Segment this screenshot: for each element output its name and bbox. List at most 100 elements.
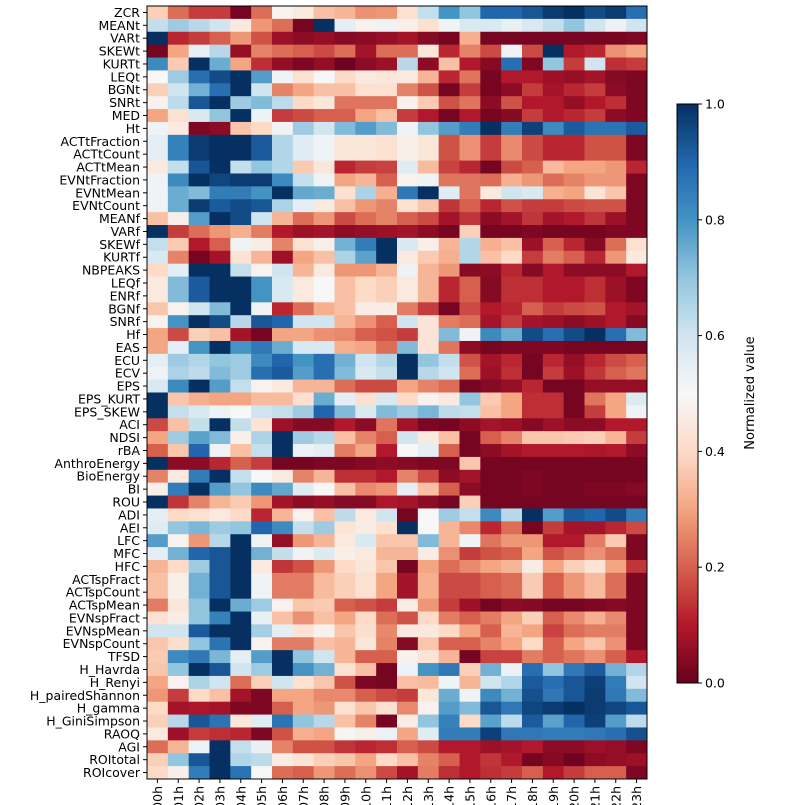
heatmap-cell (251, 611, 273, 625)
heatmap-cell (480, 18, 502, 33)
heatmap-cell (230, 663, 252, 677)
heatmap-cell (376, 482, 398, 497)
heatmap-cell (230, 547, 252, 561)
heatmap-cell (542, 598, 565, 613)
heatmap-cell (501, 340, 523, 355)
heatmap-cell (459, 766, 481, 780)
heatmap-cell (522, 559, 544, 574)
heatmap-cell (605, 289, 627, 303)
heatmap-cell (397, 96, 419, 110)
row-label: H_GiniSimpson (46, 714, 140, 729)
heatmap-cell (417, 6, 440, 20)
heatmap-cell (313, 96, 335, 110)
row-label: EVNspCount (63, 636, 140, 651)
heatmap-cell (376, 431, 398, 445)
heatmap-cell (209, 237, 231, 252)
heatmap-cell (438, 418, 460, 432)
heatmap-cell (313, 753, 335, 767)
heatmap-cell (438, 431, 460, 445)
heatmap-cell (292, 173, 315, 187)
heatmap-cell (334, 237, 356, 252)
column-label: 14h (442, 786, 457, 805)
heatmap-cell (417, 225, 440, 239)
heatmap-cell (272, 405, 294, 419)
heatmap-cell (209, 173, 231, 187)
heatmap-cell (584, 250, 606, 265)
heatmap-cell (313, 585, 335, 600)
heatmap-cell (480, 212, 502, 226)
heatmap-cell (147, 753, 169, 767)
heatmap-cell (438, 482, 460, 497)
column-label: 23h (629, 786, 644, 805)
heatmap-cell (292, 366, 315, 381)
heatmap-cell (167, 6, 190, 20)
row-label: ACTtCount (73, 147, 140, 162)
heatmap-cell (251, 675, 273, 690)
heatmap-cell (167, 456, 190, 471)
heatmap-cell (584, 547, 606, 561)
heatmap-cell (376, 353, 398, 368)
heatmap-cell (188, 276, 210, 290)
heatmap-cell (376, 225, 398, 239)
heatmap-cell (355, 766, 377, 780)
heatmap-cell (313, 302, 335, 316)
heatmap-cell (501, 96, 523, 110)
heatmap-cell (584, 392, 606, 406)
heatmap-cell (251, 650, 273, 664)
heatmap-cell (501, 572, 523, 587)
row-label: HFC (115, 559, 141, 574)
heatmap-cell (167, 675, 190, 690)
heatmap-cell (313, 444, 335, 458)
heatmap-cell (397, 701, 419, 716)
heatmap-cell (417, 379, 440, 393)
heatmap-cell (522, 263, 544, 278)
heatmap-cell (355, 521, 377, 535)
heatmap-cell (563, 675, 585, 690)
heatmap-cell (355, 147, 377, 162)
heatmap-cell (584, 521, 606, 535)
heatmap-cell (272, 315, 294, 329)
heatmap-cell (313, 186, 335, 200)
heatmap-cell (542, 418, 565, 432)
heatmap-cell (334, 134, 356, 149)
heatmap-cell (626, 495, 648, 509)
heatmap-cell (292, 688, 315, 703)
heatmap-cell (251, 456, 273, 471)
heatmap-cell (334, 353, 356, 368)
heatmap-cell (313, 250, 335, 265)
heatmap-cell (438, 302, 460, 316)
heatmap-cell (272, 431, 294, 445)
heatmap-cell (292, 495, 315, 509)
column-label: 21h (587, 786, 602, 805)
heatmap-cell (605, 134, 627, 149)
heatmap-cell (376, 302, 398, 316)
heatmap-cell (563, 289, 585, 303)
heatmap-cell (230, 160, 252, 174)
heatmap-cell (438, 456, 460, 471)
heatmap-cell (563, 714, 585, 728)
colorbar-tick-label: 0.8 (705, 212, 725, 227)
heatmap-cell (459, 31, 481, 46)
heatmap-cell (230, 431, 252, 445)
heatmap-cell (251, 315, 273, 329)
heatmap-cell (376, 392, 398, 406)
heatmap-cell (522, 96, 544, 110)
heatmap-cell (355, 392, 377, 406)
heatmap-cell (376, 250, 398, 265)
heatmap-cell (313, 70, 335, 84)
heatmap-cell (334, 624, 356, 638)
row-label: BGNf (108, 301, 140, 316)
heatmap-cell (438, 379, 460, 393)
heatmap-cell (167, 379, 190, 393)
heatmap-cell (376, 663, 398, 677)
heatmap-cell (209, 418, 231, 432)
heatmap-cell (355, 70, 377, 84)
heatmap-cell (563, 482, 585, 497)
heatmap-cell (605, 559, 627, 574)
column-label: 15h (462, 786, 477, 805)
heatmap-cell (522, 727, 544, 741)
heatmap-cell (584, 637, 606, 651)
heatmap-cell (334, 57, 356, 71)
heatmap-cell (376, 456, 398, 471)
heatmap-cell (584, 225, 606, 239)
